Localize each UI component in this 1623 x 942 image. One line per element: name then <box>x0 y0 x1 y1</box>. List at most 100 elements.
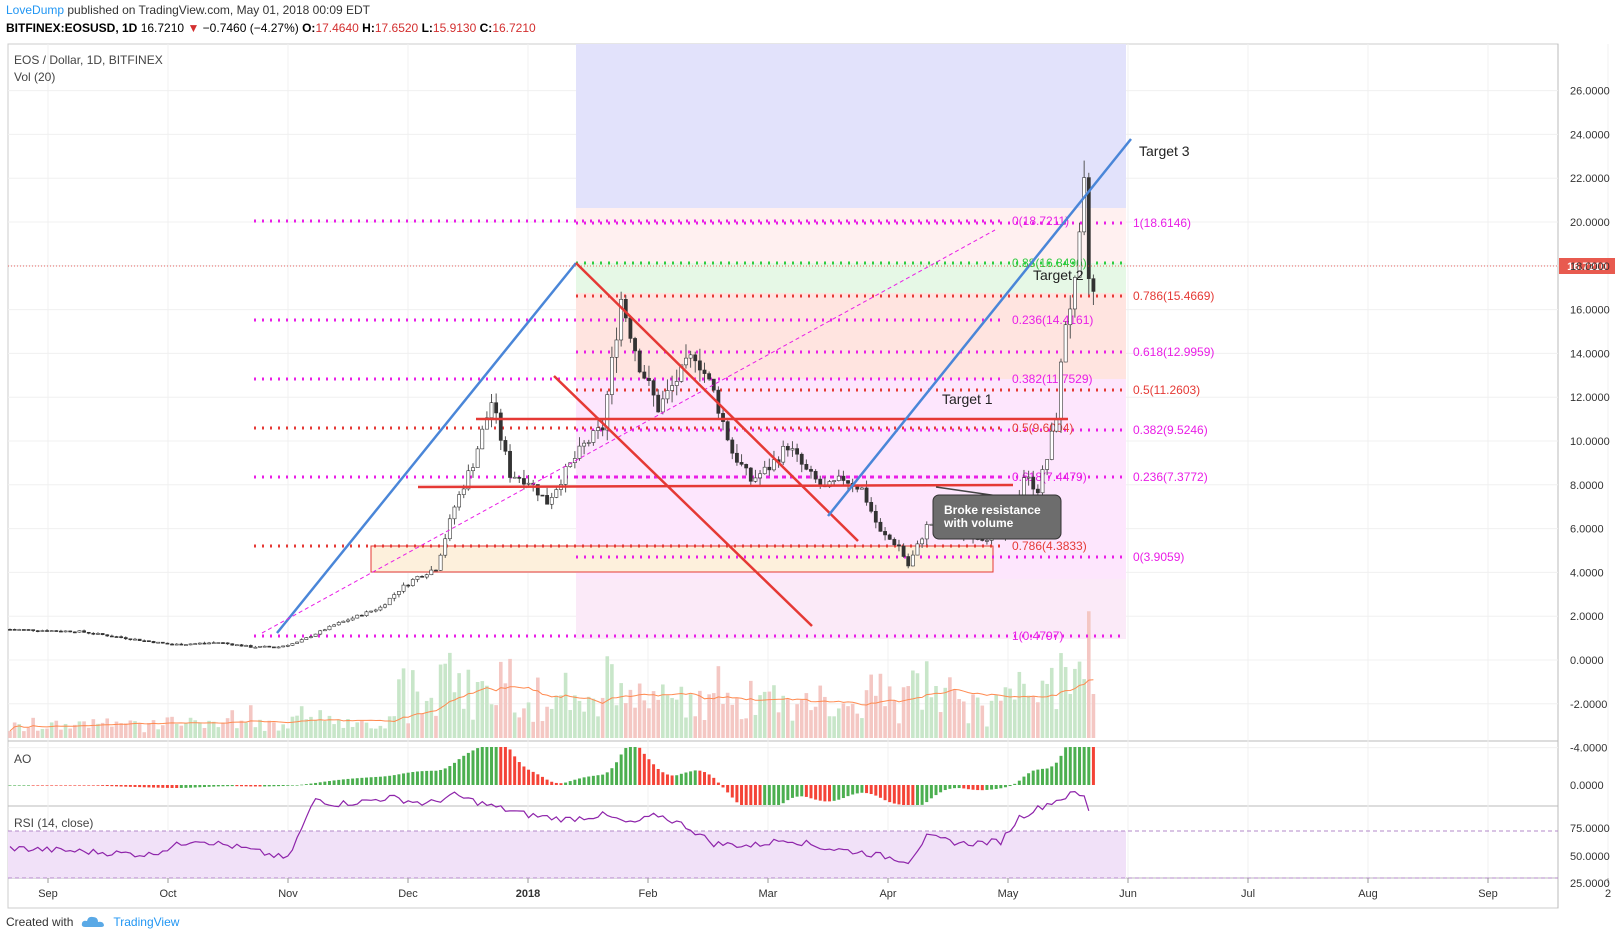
target-3-label: Target 3 <box>1139 143 1190 159</box>
volume-bar <box>836 708 841 738</box>
candle-body <box>359 614 364 617</box>
ticker-last: 16.7210 <box>140 21 185 35</box>
time-tick: Apr <box>879 888 896 900</box>
volume-bar <box>559 695 563 738</box>
volume-bar <box>40 728 45 738</box>
volume-bar <box>54 720 59 738</box>
candle-body <box>72 631 77 634</box>
ao-bar <box>758 785 762 805</box>
ao-bar <box>675 775 679 785</box>
annotation-callout[interactable]: Broke resistance with volume <box>932 494 1062 540</box>
ao-bar <box>550 781 554 785</box>
annotation-line-2: with volume <box>943 516 1014 530</box>
volume-bar <box>272 722 276 738</box>
volume-bar <box>693 716 698 738</box>
ao-bar <box>105 785 109 787</box>
candle-body <box>225 642 230 645</box>
volume-bar <box>216 727 221 738</box>
volume-bar <box>318 710 323 738</box>
volume-bar <box>952 689 957 738</box>
volume-bar <box>341 727 346 738</box>
volume-bar <box>434 715 438 738</box>
volume-bar <box>174 723 179 738</box>
open-label: O: <box>302 21 316 35</box>
volume-bar <box>749 680 753 738</box>
volume-bar <box>424 700 429 738</box>
volume-bar <box>864 690 869 738</box>
candle-body <box>790 448 795 451</box>
volume-bar <box>948 677 952 738</box>
volume-bar <box>929 697 934 738</box>
ao-bar <box>818 785 822 801</box>
volume-bar <box>568 710 573 738</box>
ao-bar <box>897 785 901 805</box>
ao-bar <box>1008 785 1012 787</box>
ao-bar <box>494 747 498 785</box>
ao-bar <box>865 785 869 794</box>
volume-bar <box>924 661 929 738</box>
author-link[interactable]: LoveDump <box>6 3 65 17</box>
ao-bar <box>564 782 568 785</box>
candle-body <box>202 642 207 645</box>
ao-bar <box>855 785 859 794</box>
volume-bar <box>253 727 258 738</box>
volume-bar <box>100 722 105 738</box>
candle-body <box>735 452 739 463</box>
volume-bar <box>276 730 281 738</box>
price-tick: 24.0000 <box>1570 129 1610 141</box>
ao-bar <box>661 772 665 785</box>
ao-bar <box>439 769 443 785</box>
candle-body <box>1031 476 1036 490</box>
candle-body <box>86 631 91 634</box>
ao-bar <box>508 749 512 785</box>
ao-bar <box>462 755 466 785</box>
volume-bar <box>355 722 360 738</box>
ao-bar <box>726 785 730 793</box>
ao-bar <box>415 771 419 785</box>
candle-body <box>637 350 642 373</box>
volume-bar <box>123 723 128 738</box>
time-axis[interactable]: Sep Oct Nov Dec 2018 Feb Mar Apr May Jun Jul Aug Sep… <box>38 878 1611 900</box>
price-axis[interactable]: 26.0000 24.0000 22.0000 20.0000 18.0000 16.00… <box>1570 86 1610 755</box>
volume-bar <box>59 729 63 738</box>
ao-bar <box>994 785 998 789</box>
volume-bar <box>883 706 887 738</box>
candle-body <box>114 636 119 638</box>
volume-bar <box>35 730 40 738</box>
ao-bar <box>920 785 924 805</box>
ao-legend: AO <box>14 752 31 766</box>
ao-bar <box>1013 783 1017 785</box>
support-line <box>417 483 1014 489</box>
ao-bar <box>777 785 781 805</box>
candle-body <box>540 494 545 497</box>
volume-bar <box>813 706 818 738</box>
volume-ma-line <box>9 679 1094 732</box>
tradingview-link[interactable]: TradingView <box>113 915 180 929</box>
volume-bar <box>799 699 804 738</box>
volume-bar <box>383 728 387 738</box>
volume-bar <box>582 711 586 738</box>
candle-body <box>267 645 272 648</box>
candle-body <box>781 446 786 463</box>
candle-body <box>248 645 253 648</box>
ao-bar <box>554 782 558 785</box>
volume-bar <box>605 656 610 738</box>
ao-bar <box>1045 768 1049 785</box>
ao-bar <box>309 783 313 785</box>
volume-bar <box>429 697 434 738</box>
ao-bar <box>406 772 410 785</box>
volume-bar <box>406 723 410 738</box>
ao-bar <box>605 772 609 785</box>
candle-body <box>290 643 295 646</box>
ao-bar <box>596 775 600 785</box>
candle-body <box>336 622 341 626</box>
volume-bar <box>471 719 475 738</box>
volume-bar <box>1036 702 1040 738</box>
volume-bar <box>897 723 901 738</box>
candle-body <box>1068 308 1073 326</box>
volume-bar <box>614 705 619 738</box>
candle-body <box>1059 361 1063 421</box>
volume-bar <box>323 721 327 738</box>
volume-bar <box>211 721 216 738</box>
